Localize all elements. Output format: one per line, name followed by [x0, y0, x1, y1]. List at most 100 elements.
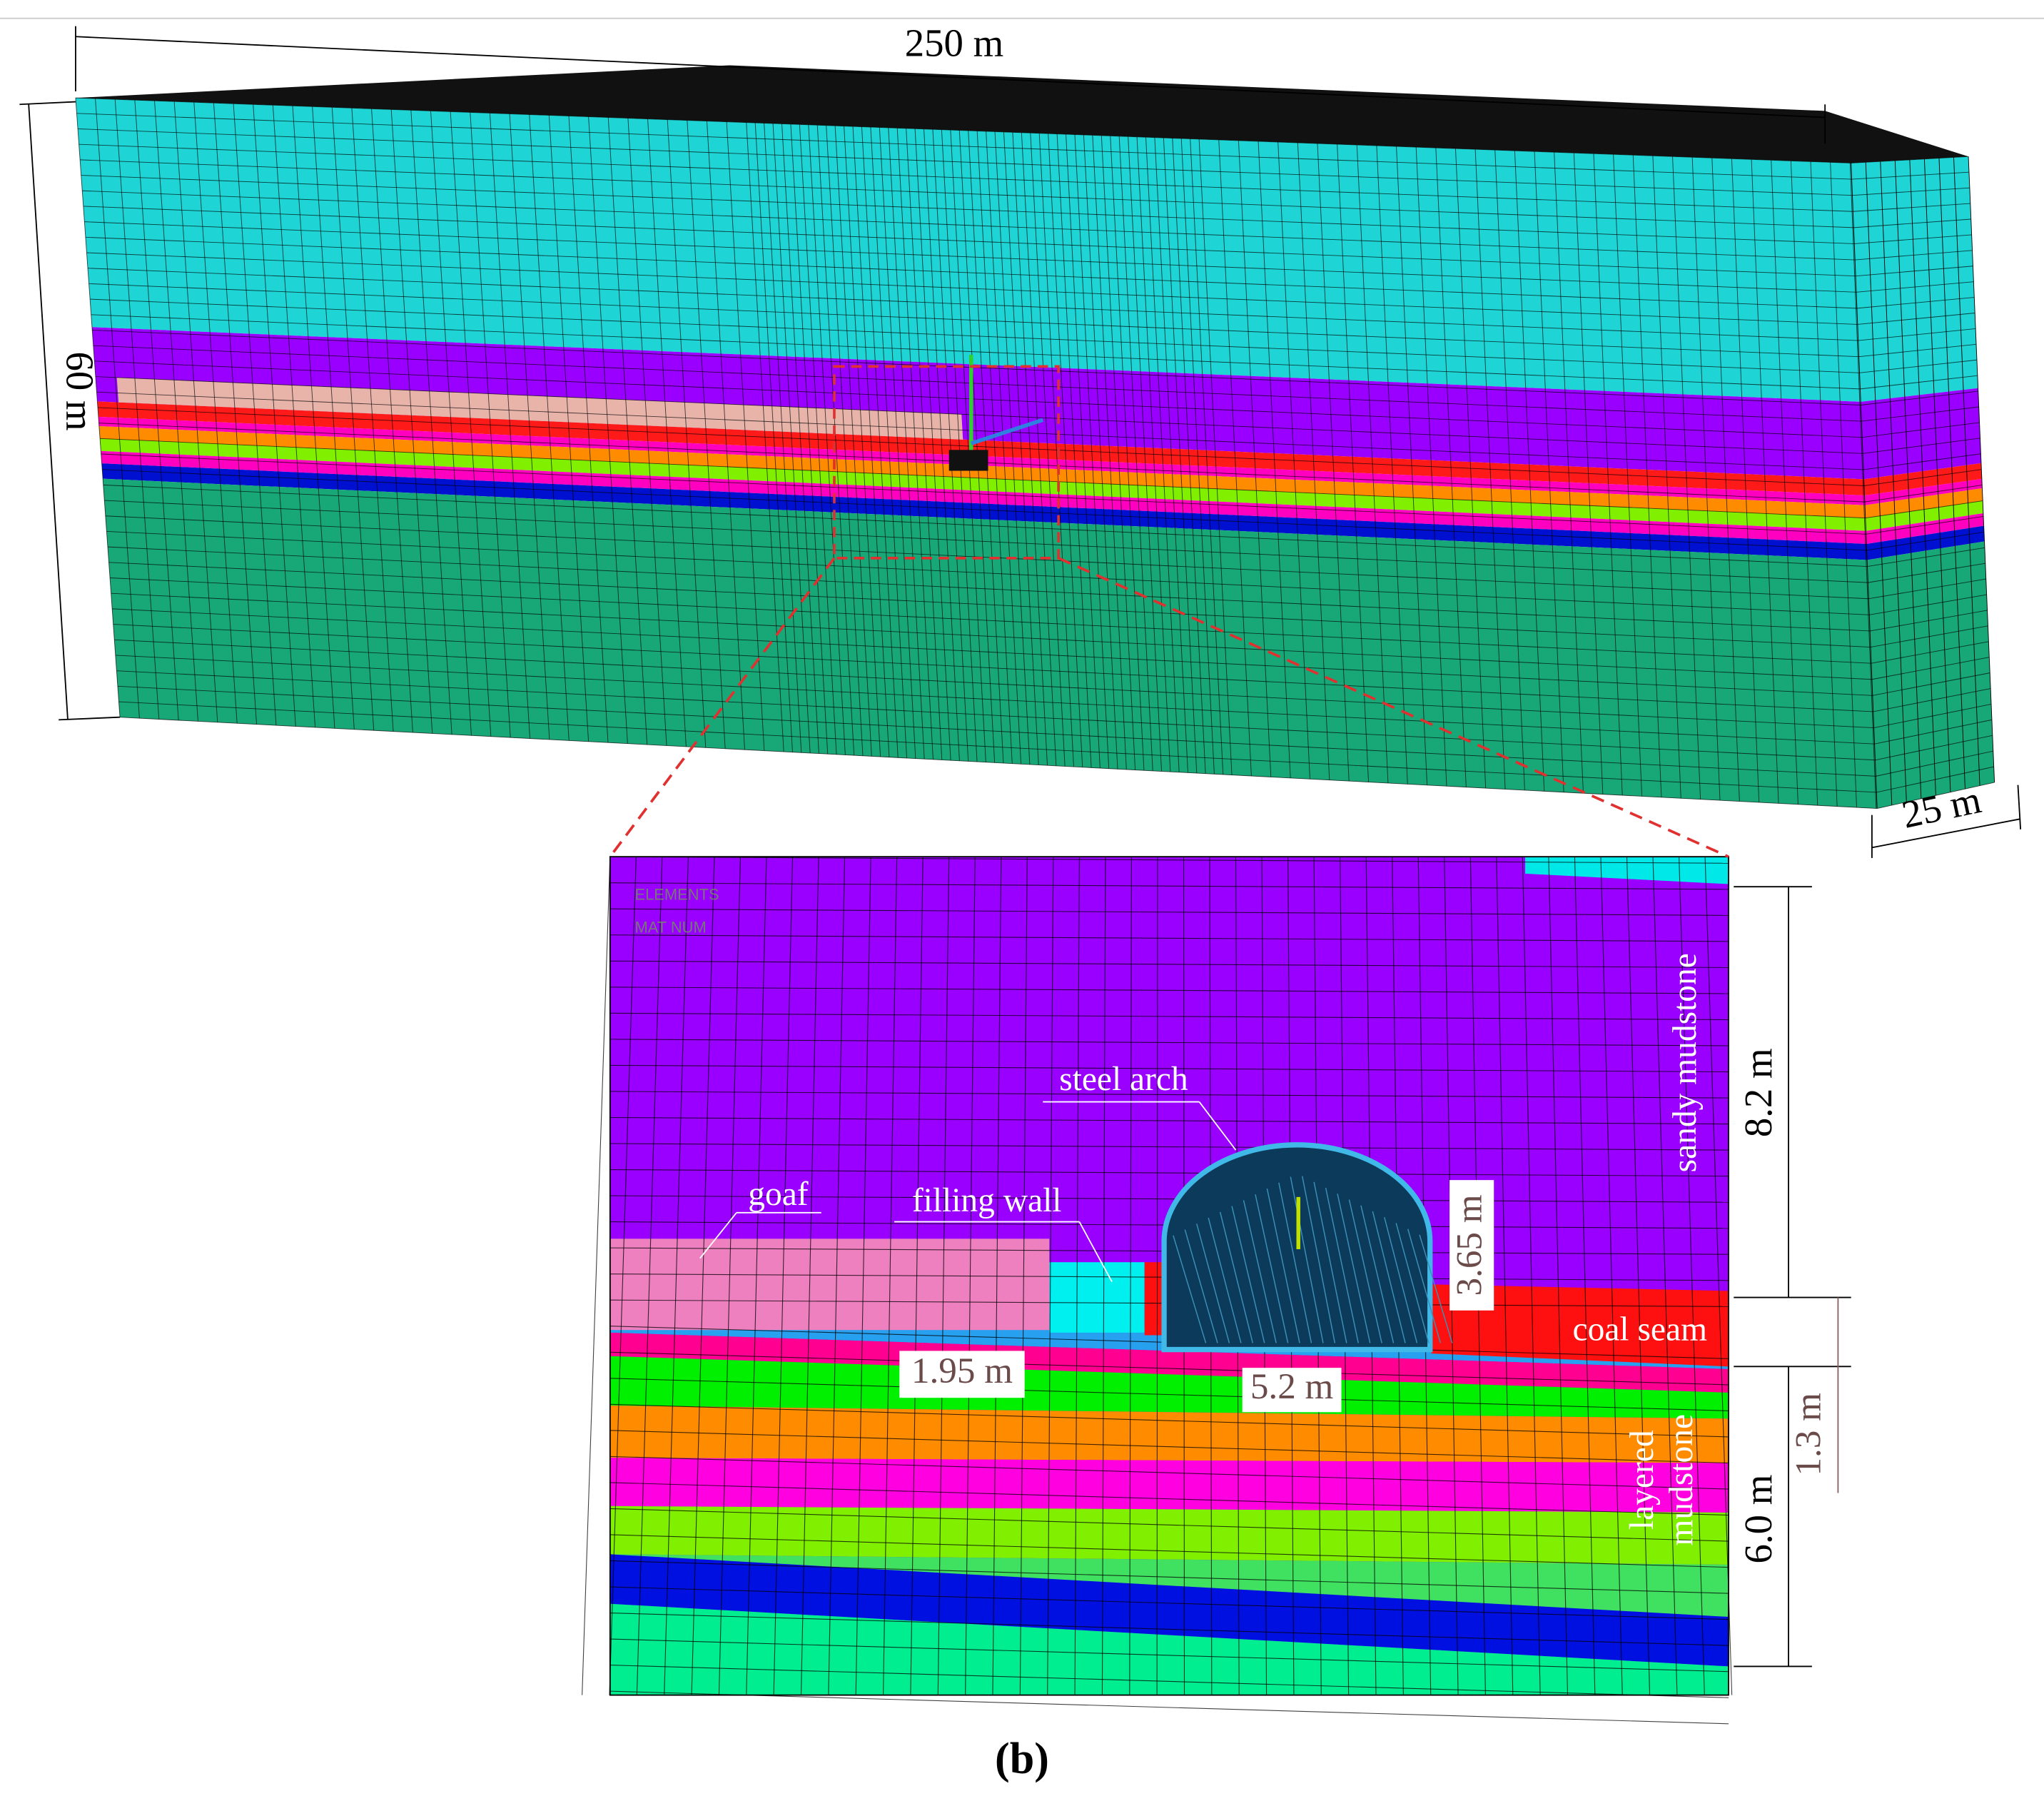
mesh-line — [1679, 857, 1705, 1695]
mesh-line — [1198, 138, 1233, 775]
mesh-line — [607, 117, 648, 745]
mesh-line — [609, 857, 637, 1695]
label-box — [1242, 1368, 1342, 1413]
arch-mesh — [1243, 1200, 1277, 1343]
mesh-line — [75, 98, 121, 717]
mesh-line — [1691, 157, 1721, 801]
mesh-line — [799, 124, 837, 755]
arch-mesh — [1372, 1211, 1406, 1343]
arch-mesh — [1219, 1211, 1254, 1343]
mesh-line — [1297, 142, 1330, 780]
leader — [1198, 1101, 1237, 1151]
coal-pillar — [1144, 1262, 1165, 1336]
mesh-line — [1731, 158, 1760, 803]
mesh-line — [1003, 131, 1039, 765]
mesh-line — [609, 1039, 1729, 1046]
mesh-line — [609, 1560, 1729, 1594]
strata-layer — [609, 1458, 1729, 1513]
mesh-line — [1317, 143, 1350, 782]
mesh-line — [664, 857, 689, 1695]
mesh-line — [1600, 857, 1623, 1695]
dim-line — [59, 716, 121, 721]
filling-wall-label: filling wall — [912, 1182, 1062, 1219]
inset-view — [582, 856, 1733, 1725]
mesh-line — [609, 1430, 1729, 1464]
mesh-line — [410, 110, 452, 735]
goaf-band — [116, 377, 963, 440]
mesh-line — [976, 131, 1013, 764]
mesh-line — [914, 128, 951, 761]
mesh-line — [1180, 138, 1215, 775]
mesh-line — [1672, 156, 1701, 799]
mesh-line — [790, 123, 829, 755]
mesh-line — [568, 116, 609, 743]
mesh-line — [1172, 138, 1206, 774]
mesh-line — [1514, 151, 1545, 792]
mesh-line — [834, 126, 872, 757]
mesh-line — [1154, 137, 1188, 773]
mesh-line — [994, 131, 1031, 765]
mesh-line — [691, 857, 715, 1695]
panel-label: (b) — [995, 1735, 1049, 1783]
mesh-line — [1056, 133, 1092, 768]
mesh-line — [609, 1351, 1729, 1386]
coal-thickness-label: 1.3 m — [1788, 1393, 1829, 1475]
mesh-line — [609, 1169, 1729, 1177]
mesh-line — [726, 121, 765, 751]
mesh-line — [272, 105, 316, 727]
mesh-line — [772, 123, 811, 753]
arch-mesh — [1313, 1181, 1347, 1343]
mesh-line — [1012, 132, 1048, 766]
leader — [699, 1212, 737, 1259]
steel-arch-label: steel arch — [1059, 1061, 1188, 1098]
mesh-line — [609, 960, 1729, 968]
layer — [97, 401, 1865, 496]
mesh-line — [609, 1586, 1729, 1620]
mesh-line — [1092, 135, 1127, 770]
layer — [101, 463, 1868, 560]
mesh-line — [609, 1638, 1729, 1673]
inset-frame — [609, 856, 1729, 1696]
mesh-line — [371, 109, 413, 733]
mesh-line — [1632, 155, 1662, 797]
mesh-line — [609, 1482, 1729, 1516]
dim-line — [2017, 785, 2022, 829]
mesh-line — [390, 109, 433, 734]
mesh-line — [958, 130, 996, 763]
mesh-line — [1494, 150, 1525, 790]
mesh-line — [636, 857, 663, 1695]
arch-mesh — [1173, 1235, 1207, 1343]
arch-mesh — [1208, 1217, 1242, 1343]
mesh-line — [773, 857, 794, 1695]
mesh-line — [746, 122, 784, 752]
mesh-line — [609, 1508, 1729, 1542]
mesh-line — [1626, 857, 1651, 1695]
mesh-line — [687, 120, 726, 749]
mesh-line — [1522, 857, 1541, 1695]
layer — [75, 98, 1861, 402]
arch-mesh — [1348, 1199, 1382, 1343]
arch-mesh — [1419, 1234, 1453, 1343]
mesh-line — [1376, 146, 1408, 785]
mesh-line — [351, 108, 394, 732]
arch-mesh — [1231, 1206, 1265, 1343]
mesh-line — [1118, 136, 1153, 771]
mesh-line — [1496, 857, 1514, 1695]
mesh-line — [609, 882, 1729, 890]
label-box — [1449, 1180, 1494, 1311]
mesh-line — [489, 113, 531, 739]
floor-thickness-label: 6.0 m — [1736, 1475, 1780, 1564]
mesh-line — [1110, 136, 1145, 771]
mesh-line — [968, 131, 1004, 764]
strata-layer — [609, 1332, 1729, 1393]
mesh-line — [1129, 857, 1132, 1695]
coal-seam-label: coal seam — [1573, 1311, 1708, 1348]
zoom-line — [1058, 557, 1729, 858]
mesh-line — [1810, 161, 1838, 807]
mesh-line — [1356, 145, 1389, 784]
mesh-line — [808, 124, 846, 755]
mesh-line — [888, 127, 925, 760]
mesh-line — [826, 125, 864, 756]
mesh-line — [509, 113, 550, 740]
